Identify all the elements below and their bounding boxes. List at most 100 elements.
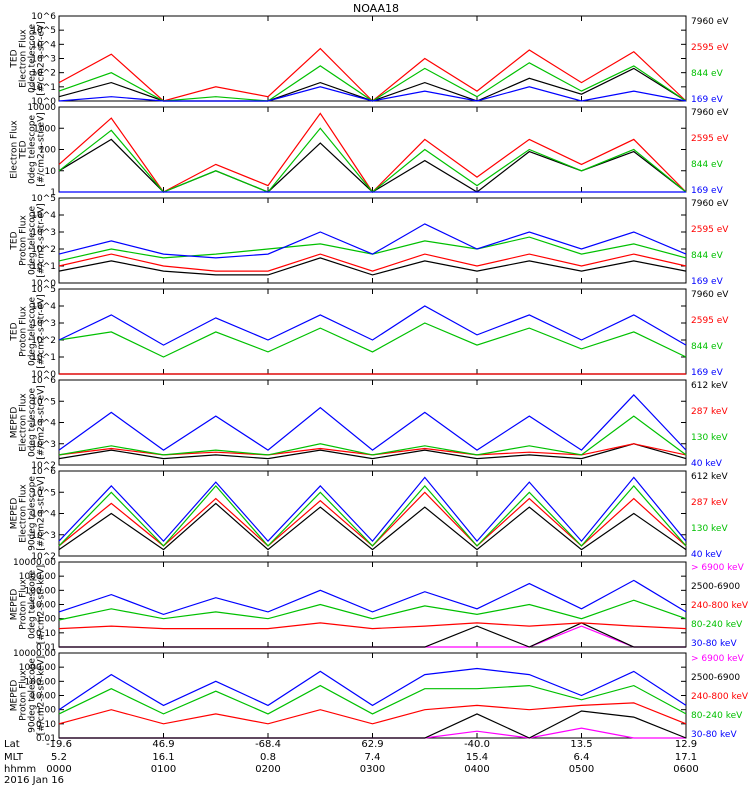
legend-entry: 612 keV [691, 381, 728, 391]
y-axis-label: MEPEDElectron Flux0deg telescope[#/cm2-s… [10, 385, 47, 460]
footer-axis-labels: Lat -19.6 46.9 -68.4 62.9 -40.0 13.5 12.9 MLT 5.2… [4, 739, 699, 775]
y-axis-label-line: MEPED [10, 498, 20, 530]
footer-value: 46.9 [152, 739, 174, 750]
series-line-4 [58, 86, 687, 102]
figure-title: NOAA18 [353, 2, 399, 15]
footer-value: 0400 [464, 764, 489, 775]
y-axis-label-line: [#/cm2-s-str-keV] [37, 565, 47, 644]
y-tick-label: 1.00 [36, 706, 56, 716]
series-line-2 [59, 710, 687, 739]
y-axis-label-line: [#/cm2-s-str-eV] [37, 476, 47, 551]
y-tick-label: 10^1 [31, 262, 56, 272]
y-axis-label-line: 90deg telescope [28, 658, 38, 733]
footer-value: 62.9 [361, 739, 383, 750]
y-tick-label: 10.00 [30, 601, 56, 611]
legend-entry: 2595 eV [691, 225, 729, 235]
y-axis-label-line: Electron Flux [19, 393, 29, 452]
legend-entry: 30-80 keV [691, 730, 737, 740]
legend-entry: 40 keV [691, 459, 723, 469]
footer-value: 16.1 [152, 752, 174, 763]
y-tick-label: 10^2 [31, 461, 56, 471]
y-tick-label: 10^3 [31, 531, 56, 541]
panel-7: 0.010.101.0010.00100.001000.0010000.00ME… [10, 558, 749, 653]
y-axis-label-line: Electron Flux [10, 120, 20, 179]
footer-value: -68.4 [255, 739, 281, 750]
y-axis-label-line: TED [10, 231, 20, 250]
legend-entry: 7960 eV [691, 199, 729, 209]
footer-value: 0300 [360, 764, 385, 775]
footer-row-label: MLT [4, 752, 24, 763]
legend-entry: > 6900 keV [691, 654, 745, 664]
y-axis-label: TEDProton Flux0deg telescope[#/cm2-s-str… [10, 203, 47, 278]
y-axis-label-line: 0deg telescope [28, 297, 38, 367]
series-line-3 [58, 62, 687, 102]
legend-entry: 612 keV [691, 472, 728, 482]
y-tick-label: 10^4 [31, 419, 56, 429]
y-axis-label: TEDElectron Flux0deg telescope[#/cm2-s-s… [10, 21, 47, 96]
panel-frame [58, 561, 687, 648]
legend-entry: 130 keV [691, 524, 728, 534]
series-line-2 [58, 47, 687, 102]
legend-entry: 80-240 keV [691, 620, 743, 630]
y-axis-label-line: [#/cm2-s-str-keV] [37, 656, 47, 735]
legend-entry: 2595 eV [691, 43, 729, 53]
series-line-4 [58, 394, 687, 451]
footer-value: 0100 [151, 764, 176, 775]
series-line-4 [58, 599, 687, 621]
y-tick-label: 10^3 [31, 55, 56, 65]
series-line-3 [58, 622, 687, 630]
legend-entry: 130 keV [691, 433, 728, 443]
footer-value: 13.5 [570, 739, 592, 750]
panel-1: 10^010^110^210^310^410^510^6TEDElectron … [10, 12, 730, 107]
legend-entry: 7960 eV [691, 108, 729, 118]
y-axis-label-line: 0deg telescope [28, 206, 38, 276]
y-tick-label: 10^6 [31, 467, 56, 477]
y-tick-label: 10^5 [31, 194, 56, 204]
y-axis-label-line: [#/cm2-s-str-eV] [37, 112, 47, 187]
y-tick-label: 10^6 [31, 12, 56, 22]
footer-value: 0.8 [260, 752, 276, 763]
legend-entry: 844 eV [691, 342, 724, 352]
y-axis-label-line: TED [10, 322, 20, 341]
y-axis-label-line: 0deg telescope [28, 570, 38, 640]
y-axis-label: MEPEDElectron Flux90deg telescope[#/cm2-… [10, 476, 47, 551]
legend-entry: > 6900 keV [691, 563, 745, 573]
series-line-3 [58, 415, 687, 456]
y-axis-label-line: 0deg telescope [28, 115, 38, 185]
legend-entry: 287 keV [691, 407, 728, 417]
y-axis-label-line: MEPED [10, 589, 20, 621]
y-tick-label: 10^4 [31, 302, 56, 312]
y-tick-label: 10^5 [31, 26, 56, 36]
y-axis-label: MEPEDProton Flux90deg telescope[#/cm2-s-… [10, 656, 47, 735]
y-axis-label-line: [#/cm2-s-str-eV] [37, 203, 47, 278]
y-axis-label-line: Proton Flux [19, 670, 29, 721]
series-line-3 [58, 127, 687, 193]
y-axis-label: MEPEDProton Flux0deg telescope[#/cm2-s-s… [10, 565, 47, 644]
footer-row-label: hhmm [4, 764, 36, 775]
y-tick-label: 1000.00 [19, 663, 56, 673]
y-axis-label-line: [#/cm2-s-str-eV] [37, 385, 47, 460]
legend-entry: 240-800 keV [691, 601, 749, 611]
series-line-4 [58, 684, 687, 715]
legend-entry: 844 eV [691, 160, 724, 170]
y-tick-label: 10^6 [31, 376, 56, 386]
y-tick-label: 1 [50, 188, 56, 198]
legend-entry: 287 keV [691, 498, 728, 508]
y-tick-label: 10000.00 [13, 558, 56, 568]
y-axis-label-line: MEPED [10, 407, 20, 439]
legend-entry: 2595 eV [691, 134, 729, 144]
series-line-1 [58, 138, 687, 193]
legend-entry: 169 eV [691, 95, 724, 105]
series-line-1 [58, 443, 687, 460]
legend-entry: 844 eV [691, 251, 724, 261]
y-tick-label: 10^2 [31, 69, 56, 79]
legend-entry: 30-80 keV [691, 639, 737, 649]
y-axis-label: Electron FluxTED0deg telescope[#/cm2-s-s… [10, 112, 47, 187]
series-line-2 [58, 253, 687, 272]
series-line-2 [58, 491, 687, 547]
y-tick-label: 10^4 [31, 211, 56, 221]
